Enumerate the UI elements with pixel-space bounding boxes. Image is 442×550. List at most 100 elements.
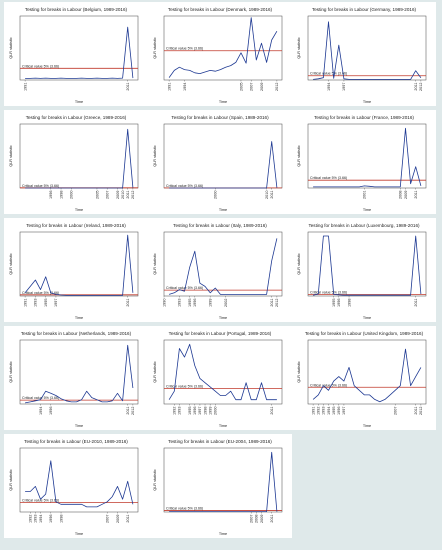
series-line — [168, 238, 278, 295]
panel-background — [148, 2, 292, 106]
series-line — [169, 141, 278, 189]
x-axis-label: Time — [75, 424, 83, 428]
x-tick-label: 1992 — [173, 407, 177, 415]
x-tick-label: 1998 — [203, 407, 207, 415]
critical-value-label: Critical value 5% (3.66) — [166, 47, 203, 51]
y-axis-label: QLR statistic — [153, 145, 157, 167]
chart-title: Testing for breaks in Labour (Denmark, 1… — [168, 7, 273, 12]
x-tick-label: 2011 — [126, 407, 130, 415]
x-tick-label: 1996 — [49, 407, 53, 415]
x-tick-label: 1995 — [188, 299, 192, 307]
y-axis-label: QLR statistic — [9, 253, 13, 275]
panel-background — [4, 326, 148, 430]
plot-area — [307, 123, 427, 189]
x-tick-label: 1996 — [193, 299, 197, 307]
x-tick-label: 1996 — [49, 191, 53, 199]
chart-panel: Testing for breaks in Labour (United Kin… — [292, 326, 436, 430]
x-tick-label: 2002 — [224, 299, 228, 307]
chart-panel: Testing for breaks in Labour (Spain, 198… — [148, 110, 292, 214]
x-tick-label: 2007 — [106, 515, 110, 523]
panel-background — [4, 434, 148, 538]
x-axis-label: Time — [219, 424, 227, 428]
chart-panel: Testing for breaks in Labour (EU-2010, 1… — [4, 434, 148, 538]
chart-title: Testing for breaks in Labour (Germany, 1… — [312, 7, 417, 12]
x-axis-label: Time — [75, 100, 83, 104]
x-tick-label: 1994 — [39, 515, 43, 523]
x-axis-label: Time — [219, 208, 227, 212]
chart-panel: Testing for breaks in Labour (Netherland… — [4, 326, 148, 430]
x-tick-label: 1998 — [59, 515, 63, 523]
y-axis-label: QLR statistic — [297, 361, 301, 383]
x-tick-label: 2009 — [404, 191, 408, 199]
chart-title: Testing for breaks in Labour (Spain, 198… — [171, 115, 269, 120]
x-tick-label: 1994 — [39, 407, 43, 415]
x-axis-label: Time — [363, 100, 371, 104]
chart-title: Testing for breaks in Labour (Luxembourg… — [308, 223, 420, 228]
critical-value-label: Critical value 5% (3.66) — [22, 291, 59, 295]
series-line — [24, 234, 134, 296]
chart-title: Testing for breaks in Labour (EU-2010, 1… — [24, 439, 128, 444]
x-tick-label: 2007 — [106, 191, 110, 199]
panel-background — [292, 218, 436, 322]
plot-area — [307, 231, 427, 297]
chart-title: Testing for breaks in Labour (Belgium, 1… — [25, 7, 128, 12]
panel-background — [148, 110, 292, 214]
x-tick-label: 2010 — [121, 191, 125, 199]
panel-background — [4, 2, 148, 106]
series-line — [25, 344, 134, 404]
chart-title: Testing for breaks in Labour (France, 19… — [314, 115, 414, 120]
critical-value-label: Critical value 5% (3.66) — [166, 384, 203, 388]
x-tick-label: 2009 — [116, 191, 120, 199]
x-tick-label: 2011 — [270, 299, 274, 307]
x-tick-label: 1999 — [208, 299, 212, 307]
y-axis-label: QLR statistic — [297, 253, 301, 275]
panel-background — [148, 326, 292, 430]
panel-background — [292, 2, 436, 106]
x-tick-label: 1991 — [311, 407, 315, 415]
chart-title: Testing for breaks in Labour (Italy, 198… — [173, 223, 267, 228]
chart-panel: Testing for breaks in Labour (Portugal, … — [148, 326, 292, 430]
x-tick-label: 1994 — [327, 407, 331, 415]
panel-background — [148, 434, 292, 538]
x-tick-label: 2000 — [214, 407, 218, 415]
critical-value-label: Critical value 5% (3.66) — [310, 176, 347, 180]
plot-area — [163, 231, 283, 297]
panel-background — [4, 218, 148, 322]
plot-area — [163, 15, 283, 81]
series-line — [169, 451, 278, 513]
y-axis-label: QLR statistic — [297, 37, 301, 59]
chart-title: Testing for breaks in Labour (Greece, 19… — [26, 115, 127, 120]
x-tick-label: 1991 — [23, 83, 27, 91]
x-tick-label: 1995 — [44, 299, 48, 307]
chart-title: Testing for breaks in Labour (Ireland, 1… — [26, 223, 126, 228]
x-tick-label: 2011 — [270, 407, 274, 415]
x-axis-label: Time — [75, 208, 83, 212]
x-tick-label: 2009 — [260, 83, 264, 91]
series-line — [25, 128, 134, 189]
series-line — [25, 26, 134, 79]
x-tick-label: 2011 — [270, 515, 274, 523]
x-tick-label: 1996 — [337, 407, 341, 415]
x-tick-label: 2005 — [239, 83, 243, 91]
x-tick-label: 2008 — [255, 515, 259, 523]
x-tick-label: 2011 — [126, 191, 130, 199]
critical-value-label: Critical value 5% (3.66) — [166, 506, 203, 510]
x-tick-label: 2007 — [394, 407, 398, 415]
plot-area — [163, 339, 283, 405]
x-tick-label: 2012 — [275, 299, 279, 307]
x-axis-label: Time — [363, 316, 371, 320]
x-tick-label: 2007 — [250, 515, 254, 523]
x-tick-label: 2012 — [131, 407, 135, 415]
panel-background — [148, 218, 292, 322]
critical-value-label: Critical value 5% (3.66) — [22, 499, 59, 503]
x-tick-label: 2005 — [95, 191, 99, 199]
x-tick-label: 2011 — [126, 515, 130, 523]
x-axis-label: Time — [219, 100, 227, 104]
x-tick-label: 2012 — [131, 191, 135, 199]
x-tick-label: 1997 — [198, 407, 202, 415]
x-tick-label: 2011 — [270, 191, 274, 199]
x-tick-label: 1990 — [162, 299, 166, 307]
x-tick-label: 2011 — [414, 299, 418, 307]
